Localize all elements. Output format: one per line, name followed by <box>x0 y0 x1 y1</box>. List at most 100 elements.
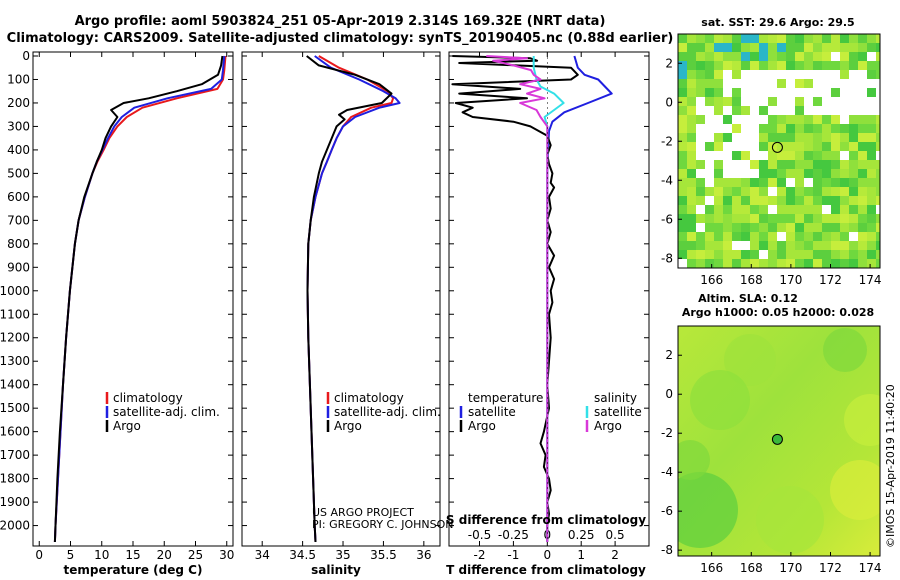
sla-map-argo-marker <box>771 433 783 445</box>
sst-cell <box>714 205 723 214</box>
sst-cell <box>732 142 741 151</box>
sst-cell <box>876 43 880 52</box>
sst-map-argo-marker <box>771 141 783 153</box>
sst-cell <box>741 214 750 223</box>
sst-cell <box>741 178 750 187</box>
sst-cell <box>786 79 795 88</box>
sst-cell <box>732 259 741 268</box>
y-tick-label: 1300 <box>0 354 30 368</box>
sst-cell <box>858 259 867 268</box>
x-tick-label: 15 <box>125 548 140 562</box>
sst-cell <box>858 88 867 97</box>
sst-cell <box>750 178 759 187</box>
y-tick-label: 1100 <box>0 307 30 321</box>
sst-cell <box>804 43 813 52</box>
sst-cell <box>795 43 804 52</box>
sst-cell <box>678 61 687 70</box>
sst-cell <box>759 88 768 97</box>
sst-cell <box>759 79 768 88</box>
sst-cell <box>714 106 723 115</box>
sst-cell <box>804 61 813 70</box>
sst-cell <box>759 187 768 196</box>
sst-cell <box>849 151 858 160</box>
sst-cell <box>759 106 768 115</box>
sst-cell <box>804 169 813 178</box>
sst-cell <box>759 259 768 268</box>
sst-cell <box>696 214 705 223</box>
sst-cell <box>696 34 705 43</box>
sst-cell <box>849 250 858 259</box>
sst-cell <box>822 250 831 259</box>
sst-cell <box>687 61 696 70</box>
sst-cell <box>741 133 750 142</box>
y-tick-label: 1000 <box>0 284 30 298</box>
sst-cell <box>741 88 750 97</box>
sst-cell <box>741 52 750 61</box>
sst-cell <box>858 169 867 178</box>
sst-map-ticks: 166 168 170 172 174 2 0 -2 -4 -6 -8 <box>661 56 882 287</box>
sst-cell <box>759 97 768 106</box>
sst-cell <box>732 70 741 79</box>
sst-cell <box>741 70 750 79</box>
sst-cell <box>696 250 705 259</box>
sst-cell <box>696 187 705 196</box>
sst-cell <box>714 115 723 124</box>
sst-cell <box>795 250 804 259</box>
sst-cell <box>876 151 880 160</box>
sst-cell <box>750 151 759 160</box>
map-x-tick-label: 172 <box>819 273 842 287</box>
sst-cell <box>876 97 880 106</box>
sst-cell <box>795 133 804 142</box>
sst-cell <box>804 124 813 133</box>
sst-cell <box>768 187 777 196</box>
sst-cell <box>678 250 687 259</box>
sst-cell <box>813 70 822 79</box>
sla-blob <box>678 472 738 548</box>
sst-cell <box>732 133 741 142</box>
sst-cell <box>741 259 750 268</box>
sst-cell <box>714 88 723 97</box>
sst-cell <box>732 241 741 250</box>
sst-cell <box>822 70 831 79</box>
sst-cell <box>867 34 876 43</box>
sst-cell <box>705 205 714 214</box>
sst-cell <box>858 34 867 43</box>
sst-cell <box>750 250 759 259</box>
sst-cell <box>723 232 732 241</box>
map-x-tick-label: 168 <box>740 273 763 287</box>
sst-cell <box>858 178 867 187</box>
sst-cell <box>759 205 768 214</box>
sst-cell <box>723 214 732 223</box>
sst-cell <box>867 196 876 205</box>
y-tick-label: 900 <box>7 260 30 274</box>
x-tick-label: 36 <box>416 548 431 562</box>
sst-cell <box>732 187 741 196</box>
sst-cell <box>687 160 696 169</box>
sst-cell <box>768 124 777 133</box>
sst-cell <box>876 160 880 169</box>
sst-cell <box>732 61 741 70</box>
sst-cell <box>750 223 759 232</box>
sst-cell <box>795 88 804 97</box>
map-x-tick-label: 170 <box>779 561 802 575</box>
sst-cell <box>759 34 768 43</box>
sst-cell <box>768 250 777 259</box>
sst-cell <box>822 241 831 250</box>
y-tick-label: 1900 <box>0 495 30 509</box>
map-x-tick-label: 168 <box>740 561 763 575</box>
sst-cell <box>840 61 849 70</box>
y-tick-label: 1200 <box>0 331 30 345</box>
sst-cell <box>777 97 786 106</box>
sst-cell <box>777 250 786 259</box>
sst-cell <box>849 160 858 169</box>
sst-cell <box>867 205 876 214</box>
sla-blob <box>756 486 824 554</box>
sst-cell <box>741 124 750 133</box>
sst-cell <box>705 124 714 133</box>
sst-cell <box>831 124 840 133</box>
sst-cell <box>705 34 714 43</box>
y-tick-label: 1700 <box>0 448 30 462</box>
sst-cell <box>696 70 705 79</box>
sst-cell <box>759 178 768 187</box>
map-x-tick-label: 166 <box>700 561 723 575</box>
